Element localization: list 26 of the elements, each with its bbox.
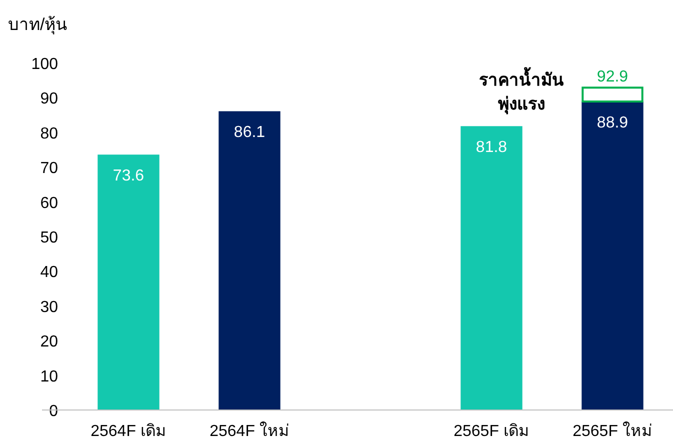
x-tick-label: 2565F เดิม — [454, 423, 530, 440]
text: 81.8 — [476, 139, 508, 156]
text: 88.9 — [596, 114, 628, 132]
y-tick-label: 60 — [40, 194, 58, 212]
annotation: ราคาน้ำมัน พุ่งแรง — [479, 66, 564, 115]
y-tick-label: 10 — [40, 368, 58, 386]
bar — [460, 126, 522, 410]
text: 86.1 — [234, 124, 266, 142]
y-tick-label: 50 — [40, 230, 58, 246]
y-tick-label: 80 — [40, 125, 58, 142]
bar — [98, 154, 160, 410]
text: 73.6 — [112, 168, 144, 185]
y-tick-label: 30 — [40, 298, 58, 316]
bar — [218, 111, 280, 410]
y-tick-label: 70 — [40, 160, 58, 178]
y-tick-label: 100 — [31, 56, 58, 73]
bar — [582, 102, 644, 410]
total-label: 92.9 — [596, 68, 628, 86]
y-tick-label: 40 — [40, 264, 58, 282]
x-tick-label: 2565F ใหม่ — [572, 421, 652, 440]
y-axis-title: บาท/หุ้น — [8, 15, 68, 35]
x-tick-label: 2564F ใหม่ — [210, 421, 290, 440]
bar — [582, 86, 644, 103]
y-tick-label: 90 — [40, 90, 58, 108]
y-tick-label: 20 — [40, 334, 58, 351]
x-tick-label: 2564F เดิม — [90, 423, 166, 440]
